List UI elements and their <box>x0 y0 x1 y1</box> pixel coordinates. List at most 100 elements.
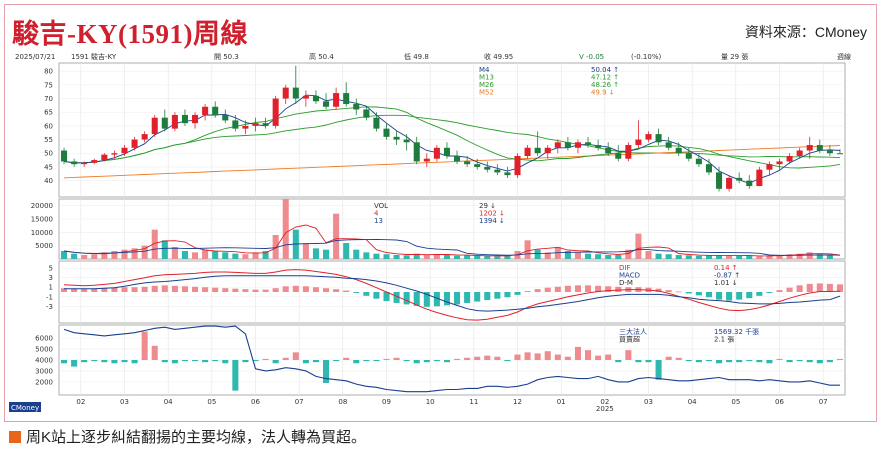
x-tick-label: 06 <box>775 398 784 406</box>
candle-body <box>141 134 148 140</box>
macd-hist-bar <box>202 287 209 292</box>
legend-label: 13 <box>374 217 383 225</box>
inst-net-bar <box>81 360 88 363</box>
legend-value: 0.14 ↑ <box>714 264 738 272</box>
inst-net-bar <box>635 360 642 363</box>
inst-net-bar <box>101 360 108 363</box>
volume-bar <box>433 254 440 259</box>
y-tick-label: 75 <box>44 81 53 89</box>
x-tick-label: 02 <box>76 398 85 406</box>
candle-body <box>312 95 319 102</box>
volume-bar <box>202 249 209 259</box>
macd-hist-bar <box>171 285 178 292</box>
volume-bar <box>242 254 249 259</box>
inst-net-bar <box>645 360 652 363</box>
volume-bar <box>564 251 571 259</box>
candle-body <box>192 114 199 124</box>
x-tick-label: 03 <box>644 398 653 406</box>
macd-hist-bar <box>524 291 531 292</box>
volume-bar <box>655 253 662 259</box>
data-source: 資料來源：CMoney <box>744 24 867 40</box>
cmoney-logo-bg <box>9 402 41 412</box>
candle-body <box>665 142 672 148</box>
inst-net-bar <box>675 357 682 360</box>
inst-net-bar <box>574 346 581 360</box>
candle-body <box>131 139 138 148</box>
candle-body <box>736 177 743 181</box>
cmoney-logo: CMoney <box>11 404 39 412</box>
y-tick-label: 65 <box>44 109 53 117</box>
legend-label: D-M <box>619 279 633 287</box>
macd-hist-bar <box>323 288 330 292</box>
inst-net-bar <box>776 358 783 360</box>
candle-body <box>61 150 68 162</box>
candle-body <box>443 147 450 156</box>
macd-hist-bar <box>363 292 370 296</box>
volume-bar <box>111 251 118 259</box>
candle-body <box>423 158 430 162</box>
macd-hist-bar <box>131 287 138 292</box>
y-tick-label: -1 <box>46 293 53 301</box>
candle-body <box>726 177 733 189</box>
macd-hist-bar <box>615 286 622 292</box>
macd-hist-bar <box>504 292 511 298</box>
candle-body <box>534 147 541 154</box>
x-tick-label: 03 <box>120 398 129 406</box>
inst-net-bar <box>151 345 158 360</box>
volume-bar <box>705 255 712 259</box>
volume-bar <box>574 252 581 259</box>
macd-hist-bar <box>484 292 491 301</box>
inst-net-bar <box>605 354 612 360</box>
inst-holding-line <box>63 325 840 393</box>
macd-hist-bar <box>705 292 712 298</box>
x-tick-label: 10 <box>426 398 435 406</box>
candle-body <box>252 123 259 126</box>
inst-net-bar <box>161 360 168 363</box>
volume-bar <box>746 256 753 259</box>
volume-bar <box>484 256 491 259</box>
candle-body <box>454 155 461 162</box>
y-tick-label: 15000 <box>31 216 53 224</box>
candle-body <box>161 117 168 129</box>
macd-hist-bar <box>383 292 390 302</box>
candle-body <box>615 153 622 159</box>
volume-bar <box>393 255 400 259</box>
macd-hist-bar <box>272 288 279 292</box>
macd-hist-bar <box>61 288 68 292</box>
volume-bar <box>695 255 702 259</box>
inst-net-bar <box>655 360 662 380</box>
macd-hist-bar <box>443 292 450 306</box>
volume-bar <box>272 235 279 259</box>
inst-net-bar <box>282 357 289 360</box>
macd-hist-bar <box>464 292 471 303</box>
volume-bar <box>131 248 138 259</box>
volume-bar <box>544 252 551 259</box>
candle-body <box>212 106 219 115</box>
candle-body <box>171 114 178 129</box>
candle-body <box>675 147 682 154</box>
inst-net-bar <box>826 360 833 363</box>
candle-body <box>585 142 592 146</box>
volume-bar <box>786 254 793 259</box>
inst-net-bar <box>393 357 400 360</box>
macd-hist-bar <box>796 285 803 292</box>
macd-hist-bar <box>333 289 340 292</box>
legend-value: 29 ↓ <box>479 202 496 210</box>
inst-net-bar <box>71 360 78 367</box>
candle-body <box>776 161 783 165</box>
info-pct: (-0.10%) <box>631 53 661 61</box>
inst-net-bar <box>454 358 461 360</box>
macd-hist-bar <box>222 288 229 292</box>
candle-body <box>403 139 410 143</box>
candle-body <box>343 93 350 105</box>
volume-bar <box>595 254 602 259</box>
caption-text: 周K站上逐步糾結翻揚的主要均線，法人轉為買超。 <box>26 429 367 446</box>
candle-body <box>836 153 843 155</box>
x-tick-label: 07 <box>819 398 828 406</box>
macd-hist-bar <box>534 289 541 292</box>
volume-bar <box>232 253 239 259</box>
volume-bar <box>212 251 219 259</box>
panel-frame <box>58 198 846 260</box>
macd-hist-bar <box>262 289 269 292</box>
info-volume: 量 29 張 <box>721 53 748 61</box>
